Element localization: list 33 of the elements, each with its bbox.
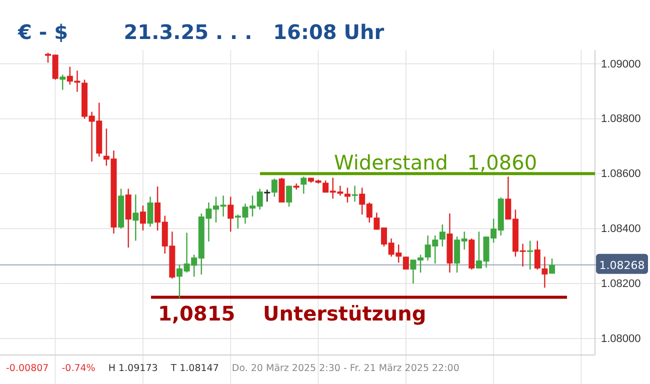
candlestick <box>439 224 446 248</box>
candlestick <box>60 74 66 90</box>
text: -0.00807 <box>6 363 49 374</box>
y-tick-label: 1.08600 <box>601 168 641 180</box>
candlestick <box>286 185 292 208</box>
y-tick-label: 1.09000 <box>601 58 641 70</box>
y-tick-label: 1.08800 <box>601 113 641 126</box>
text: H 1.09173 <box>108 363 158 374</box>
candlestick <box>132 194 139 242</box>
ref-line-label: 1,0815 Unterstützung <box>158 301 426 326</box>
text: T 1.08147 <box>170 363 219 374</box>
candlestick <box>527 240 534 270</box>
candlestick <box>300 176 307 194</box>
y-tick-label: 1.08000 <box>601 333 641 346</box>
y-tick-label: 1.08400 <box>601 223 641 236</box>
chart-title: € - $ 21.3.25 . . . 16:08 Uhr <box>17 20 384 44</box>
candlestick <box>534 240 540 270</box>
y-tick-label: 1.08200 <box>601 278 641 290</box>
ref-line-label: Widerstand 1,0860 <box>334 150 538 175</box>
text: -0.74% <box>62 363 96 374</box>
candlestick <box>140 204 146 232</box>
candlestick <box>147 196 154 228</box>
candlestick <box>402 256 409 270</box>
candlestick <box>264 188 270 202</box>
candlestick <box>352 185 358 202</box>
ref-line-label: 1.08268 <box>599 258 645 272</box>
candlestick <box>344 187 350 204</box>
candlestick <box>542 256 548 288</box>
candlestick <box>549 258 555 274</box>
text: Do. 20 März 2025 2:30 - Fr. 21 März 2025 22:00 <box>232 363 460 374</box>
candlestick <box>278 177 285 204</box>
candlestick <box>228 196 234 232</box>
candlestick <box>271 178 278 198</box>
